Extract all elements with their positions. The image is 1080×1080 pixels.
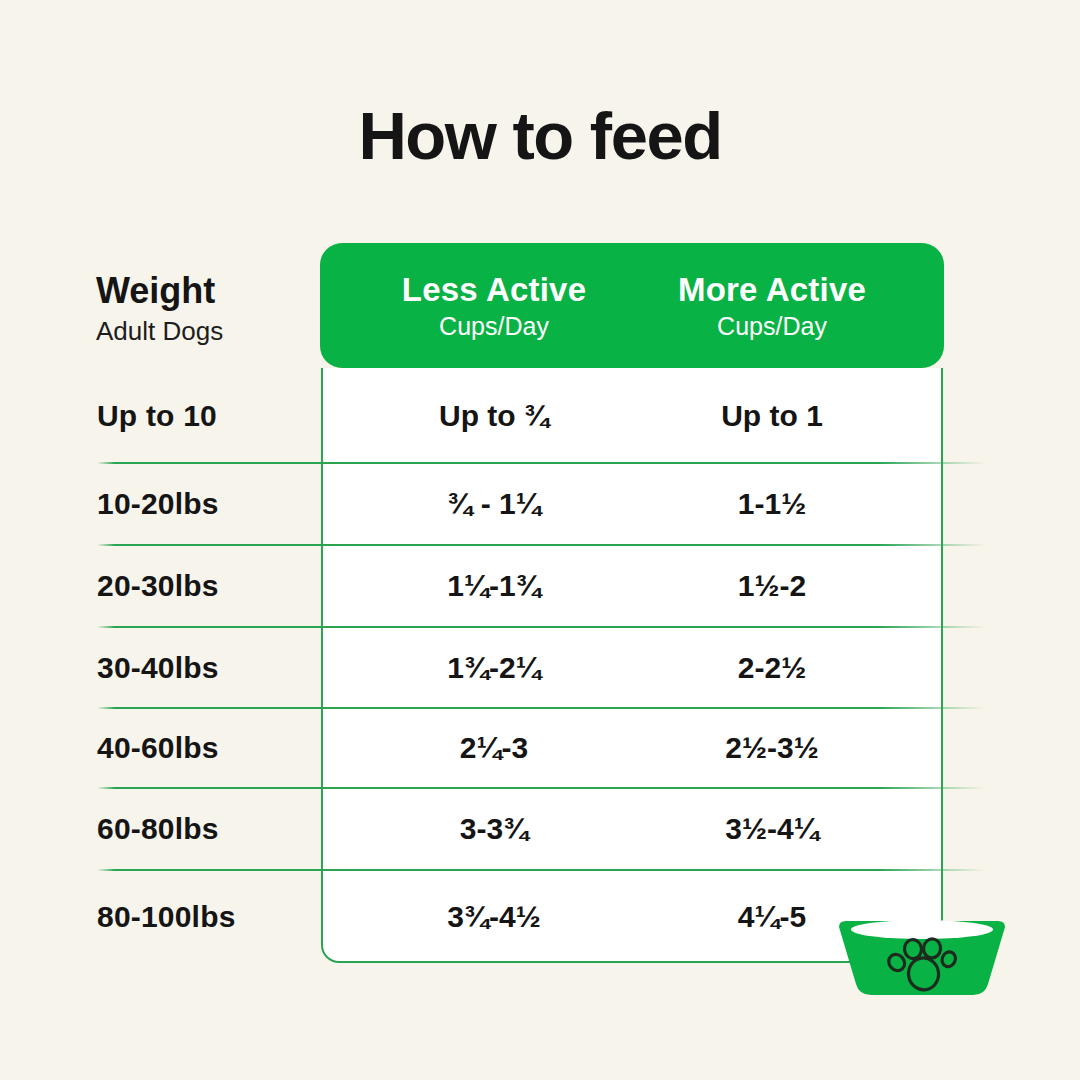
column-header-more-active: More Active Cups/Day <box>612 243 932 368</box>
feeding-table: Up to 10 Up to ¾ Up to 1 10-20lbs ¾ - 1¼… <box>0 368 1080 963</box>
table-row: 60-80lbs 3-3¾ 3½-4¼ <box>0 788 1080 870</box>
more-active-cell: 1½-2 <box>612 545 932 627</box>
weight-cell: Up to 10 <box>97 368 217 463</box>
less-active-cell: 1¼-1¾ <box>334 545 654 627</box>
feeding-guide-infographic: How to feed Weight Adult Dogs Less Activ… <box>0 0 1080 1080</box>
page-title: How to feed <box>0 97 1080 174</box>
dog-bowl-icon <box>832 916 1012 1000</box>
column-sublabel: Cups/Day <box>717 312 827 341</box>
weight-column-header: Weight Adult Dogs <box>96 271 223 347</box>
less-active-cell: 3¾-4½ <box>334 870 654 963</box>
table-header: Less Active Cups/Day More Active Cups/Da… <box>320 243 944 368</box>
column-header-less-active: Less Active Cups/Day <box>334 243 654 368</box>
column-label: More Active <box>678 271 866 309</box>
weight-column-subtitle: Adult Dogs <box>96 316 223 347</box>
more-active-cell: 2-2½ <box>612 627 932 708</box>
weight-cell: 20-30lbs <box>97 545 219 627</box>
table-row: 40-60lbs 2¼-3 2½-3½ <box>0 708 1080 788</box>
table-row: Up to 10 Up to ¾ Up to 1 <box>0 368 1080 463</box>
table-row: 10-20lbs ¾ - 1¼ 1-1½ <box>0 463 1080 545</box>
weight-cell: 60-80lbs <box>97 788 219 870</box>
column-label: Less Active <box>402 271 586 309</box>
column-sublabel: Cups/Day <box>439 312 549 341</box>
less-active-cell: 1¾-2¼ <box>334 627 654 708</box>
more-active-cell: 3½-4¼ <box>612 788 932 870</box>
weight-column-title: Weight <box>96 271 223 311</box>
more-active-cell: 2½-3½ <box>612 708 932 788</box>
less-active-cell: 3-3¾ <box>334 788 654 870</box>
more-active-cell: 1-1½ <box>612 463 932 545</box>
less-active-cell: Up to ¾ <box>334 368 654 463</box>
weight-cell: 10-20lbs <box>97 463 219 545</box>
weight-cell: 40-60lbs <box>97 708 219 788</box>
table-row: 20-30lbs 1¼-1¾ 1½-2 <box>0 545 1080 627</box>
less-active-cell: ¾ - 1¼ <box>334 463 654 545</box>
more-active-cell: Up to 1 <box>612 368 932 463</box>
weight-cell: 30-40lbs <box>97 627 219 708</box>
weight-cell: 80-100lbs <box>97 870 236 963</box>
less-active-cell: 2¼-3 <box>334 708 654 788</box>
table-row: 30-40lbs 1¾-2¼ 2-2½ <box>0 627 1080 708</box>
